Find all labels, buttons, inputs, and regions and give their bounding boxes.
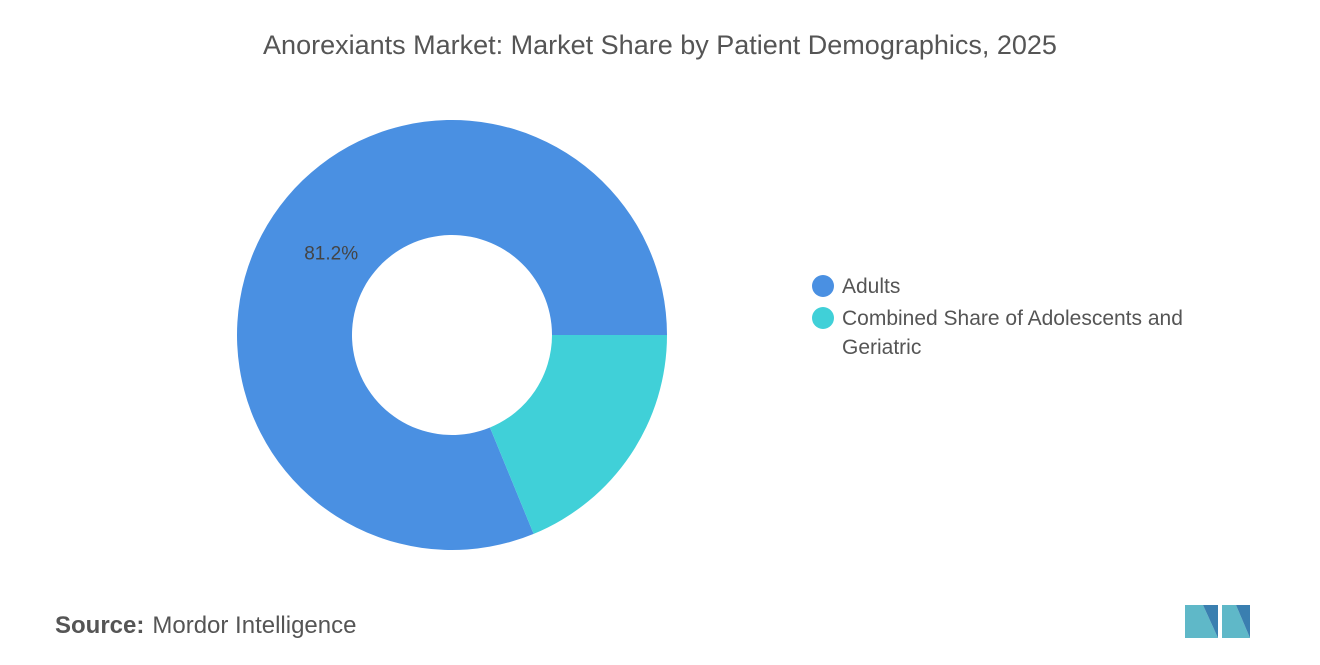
donut-slice [237,120,668,551]
source-text: Mordor Intelligence [152,612,357,639]
logo [1185,605,1250,638]
legend-item: Combined Share of Adolescents and Geriat… [812,304,1212,362]
legend-item: Adults [812,272,1212,301]
source-label: Source: [55,612,145,639]
legend: Adults Combined Share of Adolescents and … [812,272,1212,365]
legend-label: Combined Share of Adolescents and Geriat… [842,307,1183,359]
legend-label: Adults [842,275,901,298]
source: Source: Mordor Intelligence [55,612,356,640]
donut-slice [489,335,667,534]
value-label: 81.2% [304,243,358,264]
legend-swatch [812,307,834,329]
legend-swatch [812,275,834,297]
chart-title: Anorexiants Market: Market Share by Pati… [263,30,1057,60]
